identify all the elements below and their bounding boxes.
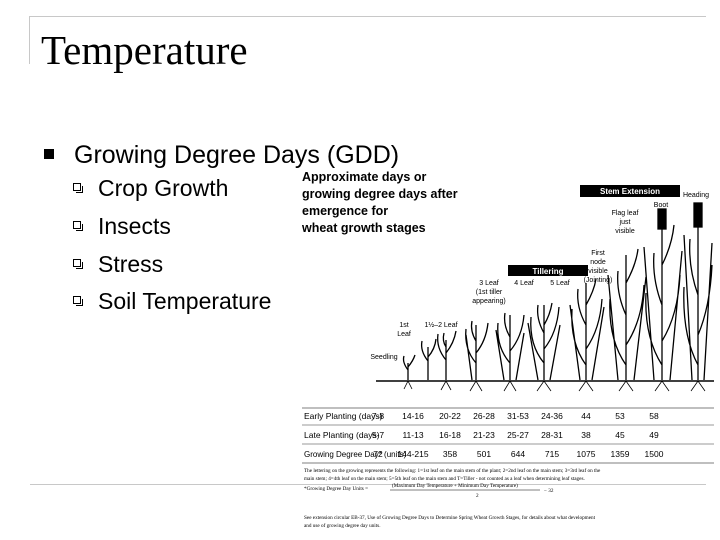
stage-label-four-leaf: 4 Leaf	[514, 280, 534, 287]
table-cell: 45	[615, 430, 625, 440]
stage-label-five-leaf: 5 Leaf	[550, 280, 570, 287]
table-cell: 72	[373, 449, 383, 459]
tillering-bar	[508, 265, 588, 276]
table-cell: 358	[443, 449, 457, 459]
table-cell: 44	[581, 411, 591, 421]
stage-label-one-leaf: Leaf	[397, 331, 411, 338]
figure-heading-line: emergence for	[302, 204, 388, 218]
sub-bullet-text: Crop Growth	[98, 175, 229, 201]
table-cell: 31-53	[507, 411, 529, 421]
footnote-line: main stem; 4=4th leaf on the main stem; …	[304, 475, 585, 482]
sub-bullet-text: Stress	[98, 251, 164, 277]
table-cell: 53	[615, 411, 625, 421]
figure-footnotes: The lettering on the growing represents …	[304, 467, 601, 529]
table-row-label: Late Planting (days)	[304, 430, 380, 440]
slide-top-rule	[30, 16, 706, 17]
stem-extension-bar	[580, 185, 680, 197]
table-cell: 144-215	[397, 449, 428, 459]
checkbox-bullet-icon	[73, 183, 83, 193]
table-cell: 1500	[645, 449, 664, 459]
footnote-line: (Maximum Day Temperature + Minimum Day T…	[392, 482, 518, 489]
wheat-growth-stage-figure: Approximate days or growing degree days …	[301, 170, 714, 529]
stage-label-first-node: (Jointing)	[584, 277, 613, 284]
table-cell: 38	[581, 430, 591, 440]
stage-label-flag-leaf: just	[619, 219, 631, 226]
table-cell: 715	[545, 449, 559, 459]
stage-label-flag-leaf: visible	[615, 228, 635, 235]
stage-label-one-leaf: 1st	[399, 322, 408, 329]
table-row-label: Early Planting (days)	[304, 411, 383, 421]
stage-label-three-leaf: appearing)	[472, 298, 505, 305]
checkbox-bullet-icon	[73, 221, 83, 231]
table-cell: 501	[477, 449, 491, 459]
table-cell: 14-16	[402, 411, 424, 421]
square-bullet-icon	[44, 149, 54, 159]
figure-heading-line: wheat growth stages	[301, 221, 426, 235]
table-cell: 20-22	[439, 411, 461, 421]
footnote-line: 2	[476, 493, 479, 499]
footnote-line: − 32	[544, 488, 554, 494]
stage-label-seedling: Seedling	[370, 354, 397, 361]
stage-label-boot: Boot	[654, 202, 668, 209]
stage-label-first-node: node	[590, 259, 606, 266]
stage-label-three-leaf: 3 Leaf	[479, 280, 499, 287]
table-row-label: Growing Degree Day* (units)	[304, 450, 407, 459]
slide-title: Temperature	[41, 27, 248, 73]
stage-label-heading: Heading	[683, 192, 709, 199]
table-cell: 28-31	[541, 430, 563, 440]
table-cell: 16-18	[439, 430, 461, 440]
stage-label-one-half-two-leaf: 1½–2 Leaf	[424, 321, 457, 329]
table-cell: 58	[649, 411, 659, 421]
footnote-line: *Growing Degree Day Units =	[304, 486, 368, 492]
footnote-line: See extension circular EB-37, Use of Gro…	[304, 514, 596, 521]
footnote-line: and use of growing degree day units.	[304, 522, 381, 529]
table-cell: 5-7	[372, 430, 385, 440]
stage-label-first-node: First	[591, 250, 605, 257]
figure-heading-line: growing degree days after	[302, 187, 458, 201]
table-cell: 21-23	[473, 430, 495, 440]
sub-bullet-text: Soil Temperature	[98, 288, 272, 314]
table-cell: 644	[511, 449, 525, 459]
table-cell: 1075	[577, 449, 596, 459]
stage-label-three-leaf: (1st tiller	[476, 289, 503, 296]
checkbox-bullet-icon	[73, 296, 83, 306]
sub-bullet-text: Insects	[98, 213, 171, 239]
table-cell: 11-13	[402, 430, 423, 440]
table-cell: 1359	[611, 449, 630, 459]
stem-extension-label: Stem Extension	[600, 187, 660, 196]
wheat-plant-illustrations	[376, 202, 714, 392]
table-cell: 24-36	[541, 411, 563, 421]
stage-label-flag-leaf: Flag leaf	[612, 210, 639, 217]
slide-left-rule	[29, 16, 30, 64]
slide-bottom-rule	[30, 484, 706, 485]
bullet-text: Growing Degree Days (GDD)	[74, 141, 400, 169]
table-cell: 49	[649, 430, 659, 440]
table-cell: 25-27	[507, 430, 529, 440]
table-cell: 26-28	[473, 411, 495, 421]
tillering-label: Tillering	[533, 267, 564, 276]
growth-stage-table: Early Planting (days) 7-8 14-16 20-22 26…	[302, 407, 714, 464]
stage-label-first-node: visible	[588, 268, 608, 275]
footnote-line: The lettering on the growing represents …	[304, 467, 601, 474]
figure-heading-line: Approximate days or	[302, 170, 426, 184]
table-cell: 7-8	[372, 411, 385, 421]
checkbox-bullet-icon	[73, 259, 83, 269]
